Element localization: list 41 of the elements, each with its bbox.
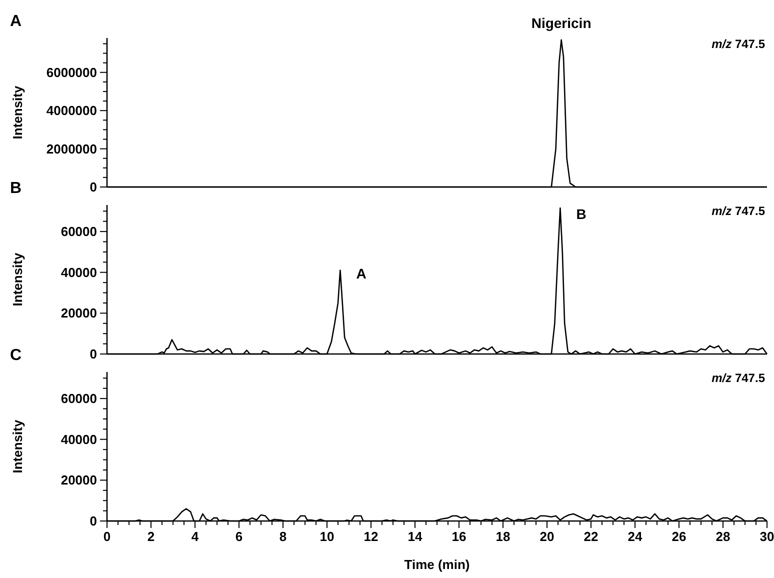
x-tick-label: 0 (103, 529, 111, 544)
y-tick-label: 40000 (60, 264, 97, 280)
annotation: A (356, 265, 366, 282)
x-tick-label: 6 (235, 529, 243, 544)
x-axis-title: Time (min) (404, 557, 470, 572)
y-tick-label: 0 (90, 514, 97, 529)
y-tick-label: 20000 (60, 472, 97, 488)
x-tick-label: 30 (760, 529, 774, 544)
x-tick-label: 16 (452, 529, 466, 544)
y-tick-label: 40000 (60, 432, 97, 447)
y-tick-label: 6000000 (46, 64, 97, 80)
y-axis-title: Intensity (10, 85, 25, 140)
y-axis-title: Intensity (10, 252, 25, 306)
text: C (10, 347, 22, 364)
x-tick-label: 26 (672, 529, 686, 544)
x-tick-label: 10 (320, 529, 334, 544)
annotation: Nigericin (531, 15, 592, 31)
x-tick-label: 24 (628, 529, 643, 544)
y-tick-label: 20000 (60, 306, 97, 321)
x-tick-label: 20 (540, 529, 554, 544)
annotation: m/z 747.5 (712, 37, 766, 51)
x-tick-label: 14 (408, 529, 423, 544)
x-tick-label: 12 (364, 529, 378, 544)
x-tick-label: 28 (716, 529, 730, 544)
text: B (10, 180, 22, 197)
annotation: m/z 747.5 (712, 371, 766, 385)
y-tick-label: 60000 (60, 391, 97, 406)
x-tick-label: 22 (584, 529, 598, 544)
y-tick-label: 4000000 (46, 103, 97, 118)
y-tick-label: 0 (90, 180, 97, 195)
x-tick-label: 4 (191, 529, 200, 544)
y-tick-label: 60000 (60, 224, 97, 240)
x-tick-label: 18 (496, 529, 510, 544)
y-tick-label: 0 (90, 346, 97, 362)
annotation: B (576, 206, 586, 222)
y-axis-title: Intensity (10, 419, 25, 474)
x-tick-label: 2 (147, 529, 155, 544)
annotation: m/z 747.5 (712, 204, 766, 218)
x-tick-label: 8 (279, 529, 287, 544)
y-tick-label: 2000000 (46, 141, 97, 156)
text: A (10, 13, 22, 30)
